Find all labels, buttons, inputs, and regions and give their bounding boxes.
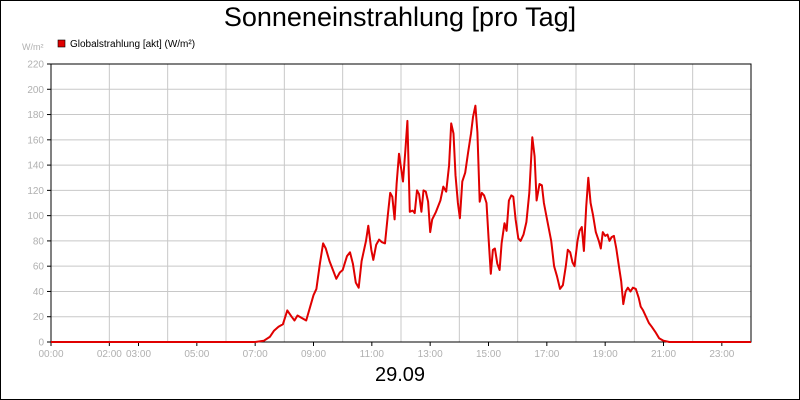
chart-title: Sonneneinstrahlung [pro Tag] [223,2,577,32]
x-tick-label: 09:00 [301,349,326,360]
x-tick-label: 03:00 [126,349,151,360]
x-tick-label: 02:00 [97,349,122,360]
x-tick-label: 07:00 [243,349,268,360]
x-tick-label: 17:00 [534,349,559,360]
x-tick-label: 05:00 [184,349,209,360]
legend-swatch [57,39,66,48]
x-tick-label: 15:00 [476,349,501,360]
x-tick-label: 00:00 [38,349,63,360]
y-tick-label: 40 [33,287,45,298]
x-tick-label: 23:00 [709,349,734,360]
y-tick-label: 120 [27,186,44,197]
x-tick-label: 11:00 [360,349,385,360]
x-tick-label: 19:00 [593,349,618,360]
x-tick-label: 21:00 [651,349,676,360]
y-tick-label: 60 [33,262,45,273]
y-tick-label: 160 [27,135,44,146]
y-tick-label: 200 [27,85,44,96]
y-axis-unit: W/m² [22,42,44,52]
y-tick-label: 100 [27,211,44,222]
y-tick-label: 140 [27,161,44,172]
grid-lines [51,64,751,342]
plot-area-border [50,63,752,343]
legend: Globalstrahlung [akt] (W/m²) [57,39,195,50]
axes: 0 20 40 60 80 100 120 140 160 180 200 220 00:00 02:00… [27,60,752,360]
series-line-globalstrahlung [51,104,751,343]
y-tick-label: 20 [33,312,45,323]
y-tick-label: 180 [27,110,44,121]
legend-label: Globalstrahlung [akt] (W/m²) [70,39,195,50]
y-tick-label: 220 [27,60,44,71]
y-tick-label: 80 [33,236,45,247]
chart-date: 29.09 [374,364,426,386]
y-tick-label: 0 [38,338,44,349]
x-tick-label: 13:00 [418,349,443,360]
series-layer [51,104,751,343]
